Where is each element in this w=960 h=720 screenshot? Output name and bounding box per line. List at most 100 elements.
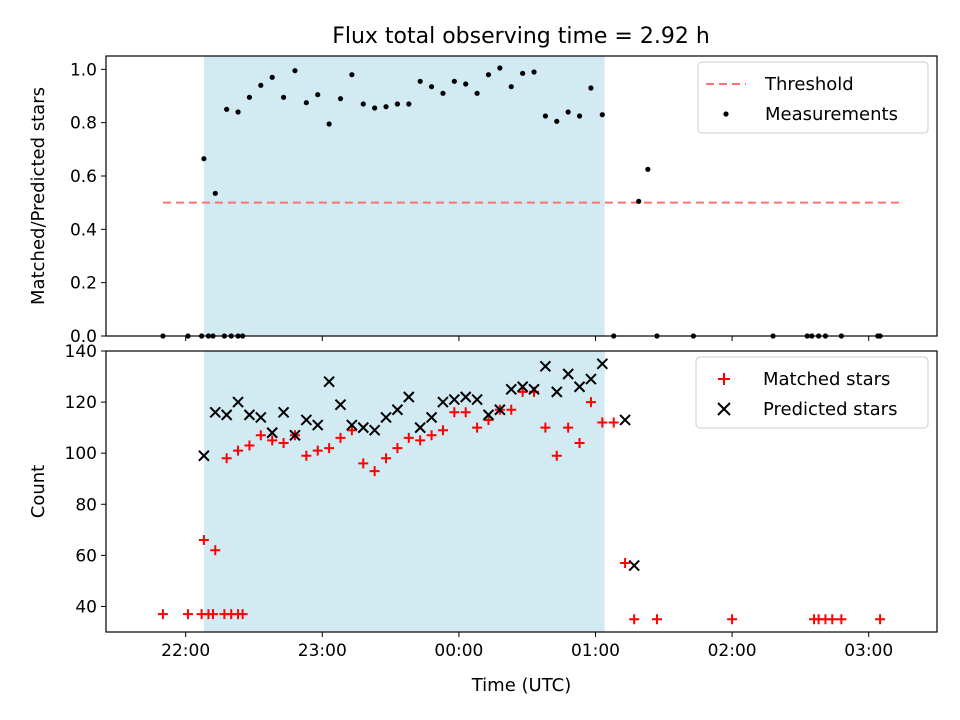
matched-star-point	[472, 422, 483, 433]
bottom-panel: 40 60 80 100 120 140 22:00 23:00 00:00 01:00 02:00…	[28, 342, 938, 696]
legend-box	[695, 356, 929, 429]
predicted-star-point	[516, 381, 529, 393]
matched-star-point	[233, 445, 244, 456]
predicted-star-point	[460, 391, 472, 403]
x-axis-label: Time (UTC)	[471, 675, 572, 696]
matched-star-point	[335, 432, 346, 443]
matched-star-point	[237, 609, 248, 620]
x-tick-label: 01:00	[571, 641, 620, 661]
predicted-star-point	[220, 409, 233, 421]
legend-label: Matched stars	[763, 369, 890, 390]
predicted-star-point	[403, 391, 415, 403]
matched-star-point	[460, 407, 471, 418]
x-tick-label: 23:00	[298, 641, 347, 661]
matched-star-point	[620, 558, 631, 569]
predicted-star-point	[482, 409, 495, 421]
measurement-point	[258, 82, 264, 88]
matched-star-point	[208, 609, 219, 620]
measurement-point	[531, 69, 537, 75]
predicted-star-point	[255, 411, 267, 424]
measurement-point	[394, 101, 401, 107]
matched-star-point	[574, 437, 585, 448]
legend-label: Measurements	[765, 104, 898, 125]
matched-star-point	[210, 545, 221, 556]
y-tick-label: 0.0	[70, 327, 97, 347]
y-tick-label: 0.2	[70, 274, 97, 294]
matched-star-point	[827, 614, 838, 625]
y-tick-label: 0.4	[70, 220, 97, 240]
predicted-star-point	[505, 383, 517, 396]
matched-star-point	[312, 445, 323, 456]
measurement-point	[224, 106, 230, 112]
matched-star-point	[346, 425, 357, 436]
measurement-point	[565, 109, 571, 115]
matched-star-point	[651, 614, 662, 625]
matched-star-point	[449, 407, 460, 418]
legend-predicted-swatch	[717, 402, 731, 416]
matched-star-point	[517, 386, 528, 397]
measurement-point	[280, 94, 287, 100]
measurement-point	[485, 72, 492, 78]
observing-window-shade	[203, 56, 605, 336]
measurement-point	[451, 78, 457, 84]
observing-window-shade	[203, 351, 605, 632]
measurement-point	[463, 81, 469, 87]
y-axis-label: Matched/Predicted stars	[28, 87, 49, 305]
matched-star-point	[358, 458, 369, 469]
predicted-star-point	[277, 406, 290, 419]
legend-box	[697, 61, 929, 134]
legend-matched-swatch	[718, 373, 730, 385]
measurement-point	[235, 109, 241, 115]
predicted-star-point	[289, 429, 301, 442]
measurement-point	[645, 166, 651, 172]
predicted-star-point	[528, 383, 540, 396]
legend: Matched stars Predicted stars	[695, 356, 929, 429]
legend-measurement-swatch	[723, 111, 729, 117]
predicted-star-point	[596, 358, 609, 370]
predicted-star-point	[437, 396, 449, 408]
matched-star-point	[426, 430, 437, 441]
y-tick-label: 0.6	[70, 167, 97, 187]
matched-star-point	[506, 404, 517, 415]
y-tick-label: 100	[65, 444, 97, 464]
x-tick-label: 03:00	[844, 641, 893, 661]
measurement-point	[508, 84, 514, 90]
measurement-point	[360, 101, 366, 107]
top-panel: 0.0 0.2 0.4 0.6 0.8 1.0 Matched/Predicted star…	[28, 55, 938, 347]
matched-star-point	[727, 614, 738, 625]
matched-star-point	[551, 450, 562, 461]
matched-star-point	[629, 614, 640, 625]
measurement-point	[474, 90, 480, 96]
matched-star-point	[563, 422, 574, 433]
measurement-point	[292, 68, 298, 74]
measurement-point	[588, 85, 594, 91]
predicted-star-point	[243, 409, 256, 421]
y-axis-label: Count	[28, 465, 49, 518]
y-tick-label: 0.8	[70, 114, 97, 134]
matched-star-point	[585, 397, 596, 408]
measurement-point	[497, 65, 503, 71]
matched-star-point	[324, 443, 335, 454]
measurement-point	[406, 101, 412, 107]
matched-star-point	[597, 417, 608, 428]
predicted-star-point	[494, 404, 506, 416]
measurement-point	[599, 112, 605, 118]
x-tick-label: 00:00	[434, 641, 483, 661]
matched-star-point	[836, 614, 847, 625]
chart-title: Flux total observing time = 2.92 h	[332, 24, 710, 49]
axes-frame	[105, 350, 938, 633]
predicted-star-point	[198, 450, 210, 462]
matched-star-point	[875, 614, 886, 625]
matched-star-point	[244, 440, 255, 451]
predicted-star-point	[357, 421, 369, 434]
matched-star-point	[540, 422, 551, 433]
measurement-point	[303, 100, 309, 106]
predicted-star-point	[368, 424, 381, 436]
measurement-point	[542, 113, 549, 119]
matched-star-point	[483, 414, 494, 425]
legend-label: Predicted stars	[763, 399, 897, 420]
measurement-point	[440, 90, 446, 96]
legend-label: Threshold	[764, 74, 854, 95]
predicted-star-point	[448, 393, 461, 406]
